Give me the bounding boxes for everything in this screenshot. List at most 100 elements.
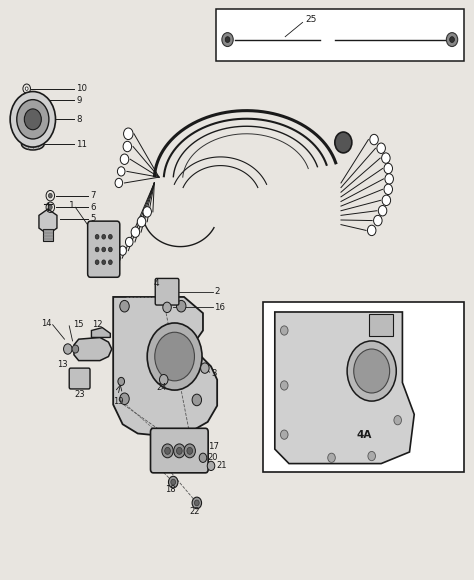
FancyBboxPatch shape [151, 428, 208, 473]
Text: 9: 9 [76, 96, 82, 105]
Polygon shape [74, 338, 112, 361]
Circle shape [10, 92, 55, 147]
FancyBboxPatch shape [88, 221, 120, 277]
Text: 23: 23 [74, 390, 85, 398]
Circle shape [115, 178, 123, 187]
Circle shape [137, 216, 146, 227]
Circle shape [25, 98, 28, 103]
Text: 3: 3 [211, 369, 217, 378]
Circle shape [118, 167, 125, 176]
Circle shape [447, 32, 458, 46]
Circle shape [184, 444, 195, 458]
Text: 8: 8 [76, 115, 82, 124]
Circle shape [163, 302, 171, 313]
Circle shape [385, 173, 393, 184]
Circle shape [155, 332, 194, 381]
Circle shape [171, 479, 175, 485]
Text: 21: 21 [216, 462, 227, 470]
Circle shape [109, 260, 112, 264]
Circle shape [168, 476, 178, 488]
Circle shape [64, 344, 72, 354]
Text: 11: 11 [76, 140, 87, 148]
Text: 14: 14 [41, 319, 52, 328]
Text: 4A: 4A [357, 430, 372, 440]
Circle shape [120, 393, 129, 405]
Circle shape [368, 451, 375, 461]
Text: 12: 12 [92, 320, 103, 329]
Circle shape [143, 206, 152, 217]
Circle shape [187, 447, 192, 454]
Polygon shape [275, 312, 414, 463]
Circle shape [173, 444, 185, 458]
Bar [216, 9, 464, 61]
Circle shape [118, 378, 125, 386]
Circle shape [192, 394, 201, 406]
Circle shape [370, 135, 378, 145]
Circle shape [120, 154, 129, 165]
Circle shape [119, 246, 127, 255]
Text: 6: 6 [91, 203, 96, 212]
Text: 17: 17 [208, 442, 219, 451]
Circle shape [328, 453, 335, 462]
Circle shape [384, 184, 392, 194]
Polygon shape [91, 328, 110, 338]
Text: 10: 10 [76, 84, 87, 93]
Circle shape [225, 37, 230, 42]
Circle shape [377, 143, 385, 154]
Circle shape [335, 132, 352, 153]
Circle shape [120, 300, 129, 312]
Circle shape [450, 37, 455, 42]
Text: 7: 7 [91, 191, 96, 200]
Circle shape [95, 234, 99, 239]
Circle shape [367, 225, 376, 235]
Text: 22: 22 [189, 506, 200, 516]
Bar [43, 229, 53, 241]
Polygon shape [113, 297, 217, 436]
Text: 16: 16 [214, 303, 225, 312]
Circle shape [354, 349, 390, 393]
Circle shape [382, 195, 391, 205]
Circle shape [281, 381, 288, 390]
Circle shape [48, 193, 52, 198]
Circle shape [192, 497, 201, 509]
FancyBboxPatch shape [69, 368, 90, 389]
Circle shape [17, 100, 49, 139]
Text: 25: 25 [305, 15, 317, 24]
Circle shape [176, 300, 186, 312]
Circle shape [384, 164, 392, 173]
Text: 1: 1 [69, 201, 74, 210]
Circle shape [194, 500, 199, 506]
Circle shape [95, 247, 99, 252]
Circle shape [222, 32, 233, 46]
Circle shape [281, 326, 288, 335]
Text: 24: 24 [156, 383, 167, 392]
Circle shape [199, 453, 207, 462]
FancyBboxPatch shape [155, 278, 179, 305]
Circle shape [281, 430, 288, 439]
Circle shape [131, 227, 140, 237]
Circle shape [347, 341, 396, 401]
Circle shape [201, 363, 209, 374]
Circle shape [72, 345, 79, 353]
Circle shape [207, 461, 215, 470]
Text: 13: 13 [57, 360, 67, 368]
Circle shape [124, 128, 133, 140]
Circle shape [95, 260, 99, 264]
Circle shape [109, 247, 112, 252]
Text: 15: 15 [73, 320, 84, 329]
Text: 20: 20 [208, 454, 218, 462]
Bar [263, 302, 464, 472]
Circle shape [147, 323, 202, 390]
Circle shape [48, 205, 52, 209]
Text: 2: 2 [214, 287, 220, 296]
Circle shape [382, 153, 390, 164]
Text: 18: 18 [165, 485, 176, 494]
Circle shape [24, 109, 41, 130]
Ellipse shape [21, 139, 44, 150]
Circle shape [159, 375, 168, 385]
Circle shape [25, 87, 28, 90]
Text: 5: 5 [91, 215, 96, 223]
Circle shape [102, 234, 106, 239]
Circle shape [378, 205, 387, 216]
Circle shape [176, 447, 182, 454]
